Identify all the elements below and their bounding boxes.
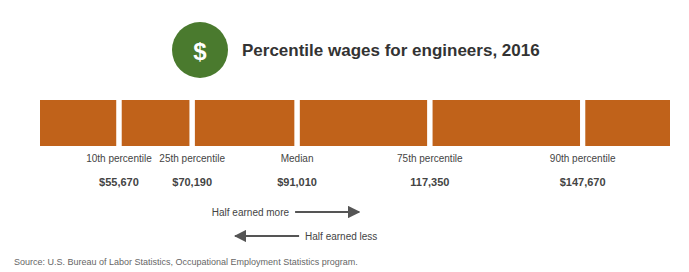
annotation: Half earned less (305, 231, 377, 242)
title: Percentile wages for engineers, 2016 (242, 41, 540, 60)
percentile-marker (427, 98, 432, 148)
bar-group (40, 98, 670, 148)
data-label: $147,670 (560, 176, 606, 188)
arrow (295, 211, 359, 213)
percentile-marker (295, 98, 300, 148)
category-label: 90th percentile (550, 153, 616, 164)
bar-segment (40, 100, 116, 146)
category-label: 25th percentile (159, 153, 225, 164)
icon (172, 22, 228, 78)
arrow (235, 235, 299, 237)
bar-segment (195, 100, 295, 146)
category-label: Median (281, 153, 314, 164)
percentile-marker (116, 98, 121, 148)
annotation: Half earned more (212, 207, 290, 218)
icon-text: $ (193, 38, 207, 65)
chart: $ Percentile wages for engineers, 2016 10t… (0, 0, 689, 272)
source: Source: U.S. Bureau of Labor Statistics,… (14, 257, 358, 267)
data-label: $55,670 (99, 176, 139, 188)
category-label: 75th percentile (397, 153, 463, 164)
bar-segment (121, 100, 189, 146)
data-label: $91,010 (277, 176, 317, 188)
category-label: 10th percentile (86, 153, 152, 164)
percentile-marker (190, 98, 195, 148)
bar-segment (300, 100, 428, 146)
bar-segment (432, 100, 580, 146)
bar-segment (585, 100, 670, 146)
data-label: 117,350 (410, 176, 449, 188)
percentile-marker (580, 98, 585, 148)
data-label: $70,190 (172, 176, 212, 188)
